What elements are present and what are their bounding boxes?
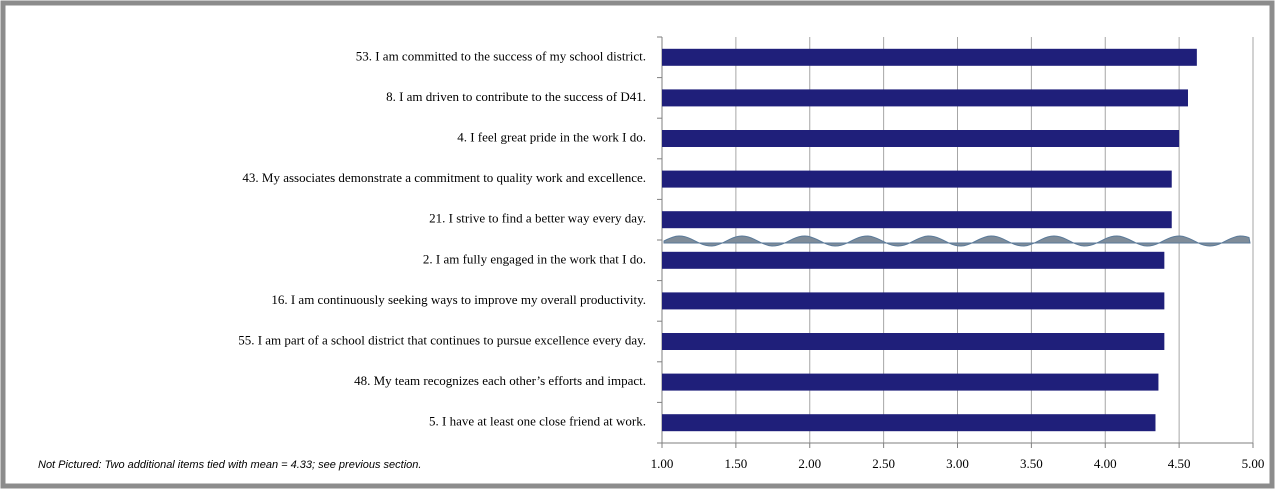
- x-tick-label: 2.50: [872, 456, 895, 471]
- x-tick-label: 2.00: [798, 456, 821, 471]
- bar: [662, 211, 1172, 229]
- y-tick-label: 2. I am fully engaged in the work that I…: [423, 251, 646, 266]
- x-tick-label: 1.00: [651, 456, 674, 471]
- x-tick-label: 5.00: [1242, 456, 1265, 471]
- bar: [662, 292, 1165, 310]
- bar: [662, 373, 1159, 391]
- y-tick-label: 5. I have at least one close friend at w…: [429, 414, 646, 429]
- x-tick-label: 3.50: [1020, 456, 1043, 471]
- bar: [662, 251, 1165, 269]
- x-tick-label: 4.00: [1094, 456, 1117, 471]
- y-tick-label: 8. I am driven to contribute to the succ…: [386, 89, 646, 104]
- y-tick-label: 55. I am part of a school district that …: [238, 332, 646, 347]
- annotation: Not Pictured: Two additional items tied …: [38, 459, 421, 471]
- y-tick-label: 43. My associates demonstrate a commitme…: [242, 170, 646, 185]
- y-tick-label: 4. I feel great pride in the work I do.: [457, 129, 646, 144]
- bar: [662, 414, 1156, 432]
- x-tick-label: 1.50: [725, 456, 748, 471]
- bar: [662, 333, 1165, 350]
- y-tick-label: 21. I strive to find a better way every …: [429, 211, 646, 226]
- axis-break: [663, 235, 1251, 247]
- y-tick-label: 48. My team recognizes each other’s effo…: [354, 373, 646, 388]
- bar: [662, 89, 1188, 107]
- bar: [662, 48, 1197, 66]
- y-tick-label: 53. I am committed to the success of my …: [356, 48, 646, 63]
- x-tick-label: 4.50: [1168, 456, 1191, 471]
- bar: [662, 130, 1180, 147]
- x-tick-label: 3.00: [946, 456, 969, 471]
- y-tick-label: 16. I am continuously seeking ways to im…: [271, 292, 646, 307]
- bar: [662, 170, 1172, 188]
